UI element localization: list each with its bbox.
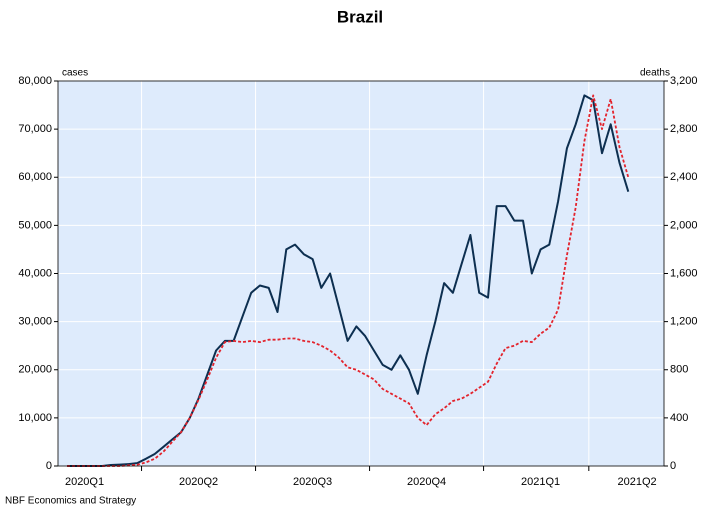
x-tick-label: 2020Q2 [179, 476, 218, 488]
y-tick-label: 40,000 [18, 267, 52, 279]
y2-tick-label: 2,400 [670, 171, 698, 183]
y2-tick-label: 2,000 [670, 219, 698, 231]
y-tick-label: 70,000 [18, 123, 52, 135]
x-tick-label: 2020Q3 [293, 476, 332, 488]
y2-tick-label: 400 [670, 412, 688, 424]
series-line [67, 94, 630, 467]
y2-tick-label: 2,800 [670, 123, 698, 135]
y-tick-label: 20,000 [18, 364, 52, 376]
y-tick-label: 30,000 [18, 316, 52, 328]
y-tick-label: 80,000 [18, 75, 52, 87]
y-tick-label: 0 [46, 460, 52, 472]
lines [67, 94, 630, 467]
chart-title: Brazil [337, 7, 383, 26]
y-tick-label: 10,000 [18, 412, 52, 424]
x-tick-label: 2020Q1 [65, 476, 104, 488]
y2-tick-label: 800 [670, 364, 688, 376]
source: NBF Economics and Strategy [5, 496, 136, 507]
y2-axis-label: deaths [640, 68, 670, 79]
x-tick-label: 2020Q4 [407, 476, 446, 488]
y-axis-label: cases [62, 68, 88, 79]
y2-tick-label: 0 [670, 460, 676, 472]
x-tick-label: 2021Q2 [617, 476, 656, 488]
x-tick-label: 2021Q1 [521, 476, 560, 488]
y-tick-label: 50,000 [18, 219, 52, 231]
y2-tick-label: 1,200 [670, 316, 698, 328]
y2-tick-label: 3,200 [670, 75, 698, 87]
y-tick-label: 60,000 [18, 171, 52, 183]
y2-tick-label: 1,600 [670, 267, 698, 279]
series-line [67, 94, 630, 467]
